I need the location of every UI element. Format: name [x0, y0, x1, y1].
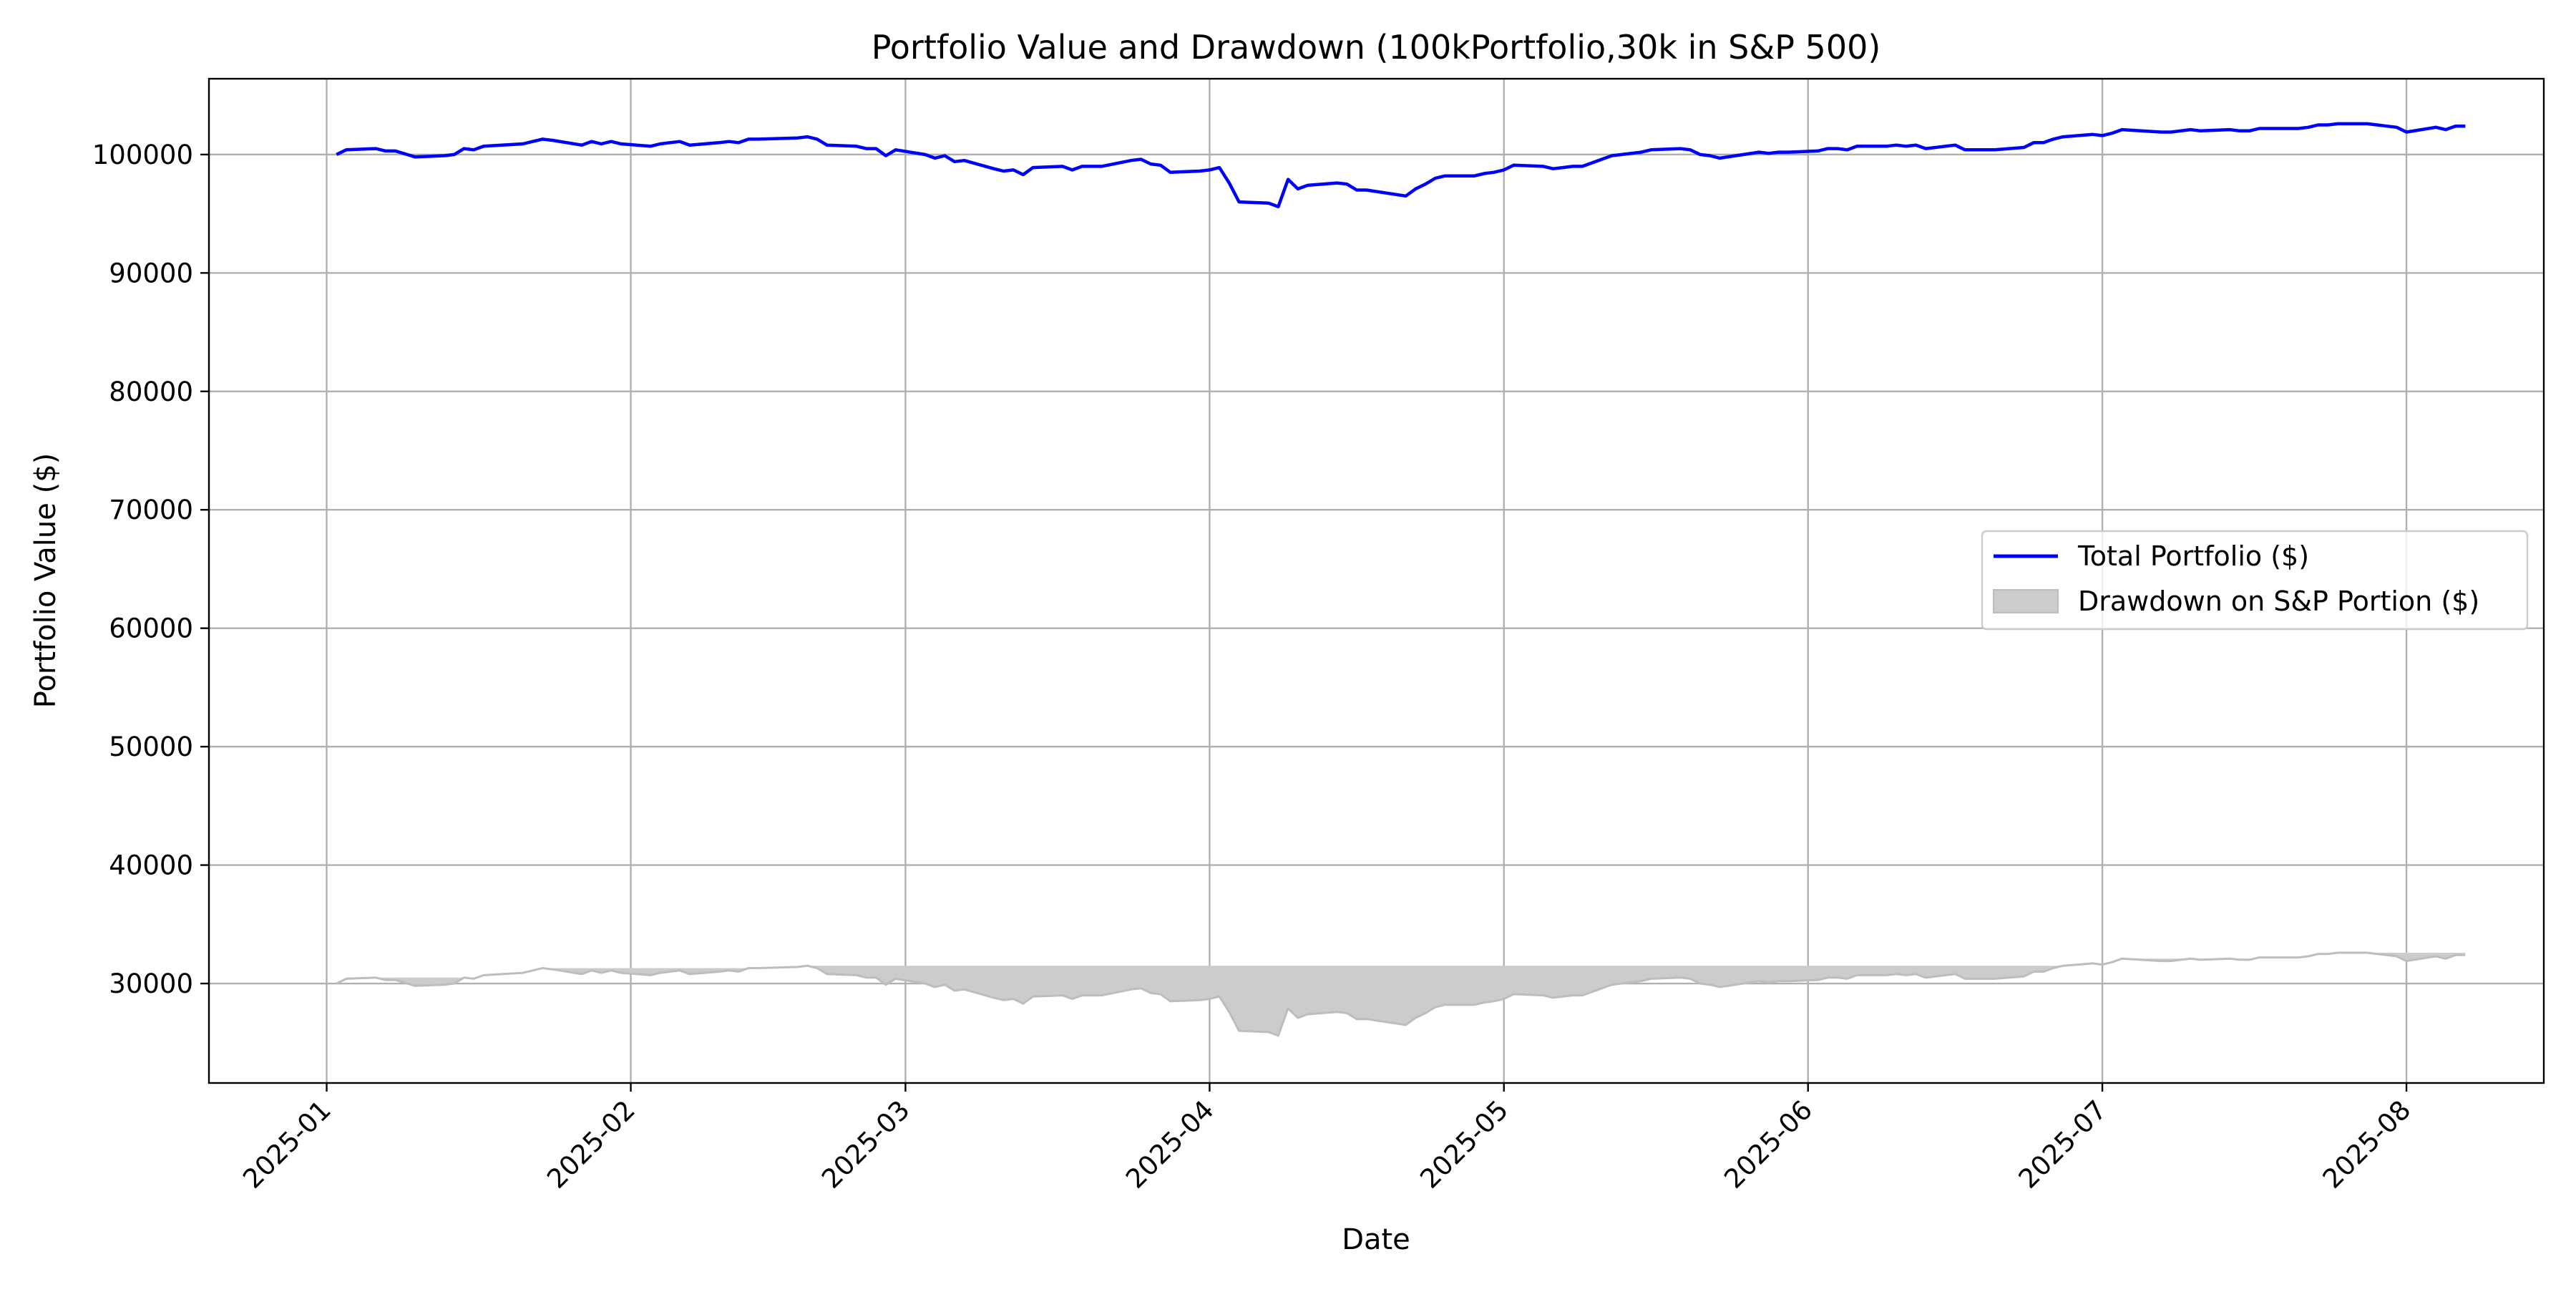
y-tick-label: 100000	[92, 140, 193, 170]
y-axis-label: Portfolio Value ($)	[29, 453, 62, 708]
y-tick-label: 60000	[109, 613, 193, 644]
legend-label-total-portfolio: Total Portfolio ($)	[2077, 540, 2309, 572]
legend-label-drawdown: Drawdown on S&P Portion ($)	[2078, 586, 2479, 617]
y-tick-label: 30000	[109, 968, 193, 999]
legend-area-swatch	[1994, 590, 2058, 613]
chart-title: Portfolio Value and Drawdown (100kPortfo…	[872, 28, 1881, 67]
y-tick-label: 40000	[109, 850, 193, 881]
y-tick-label: 70000	[109, 495, 193, 525]
y-tick-label: 80000	[109, 377, 193, 407]
y-tick-label: 50000	[109, 732, 193, 762]
x-axis-label: Date	[1342, 1223, 1410, 1256]
legend: Total Portfolio ($) Drawdown on S&P Port…	[1982, 531, 2527, 629]
y-tick-label: 90000	[109, 258, 193, 288]
